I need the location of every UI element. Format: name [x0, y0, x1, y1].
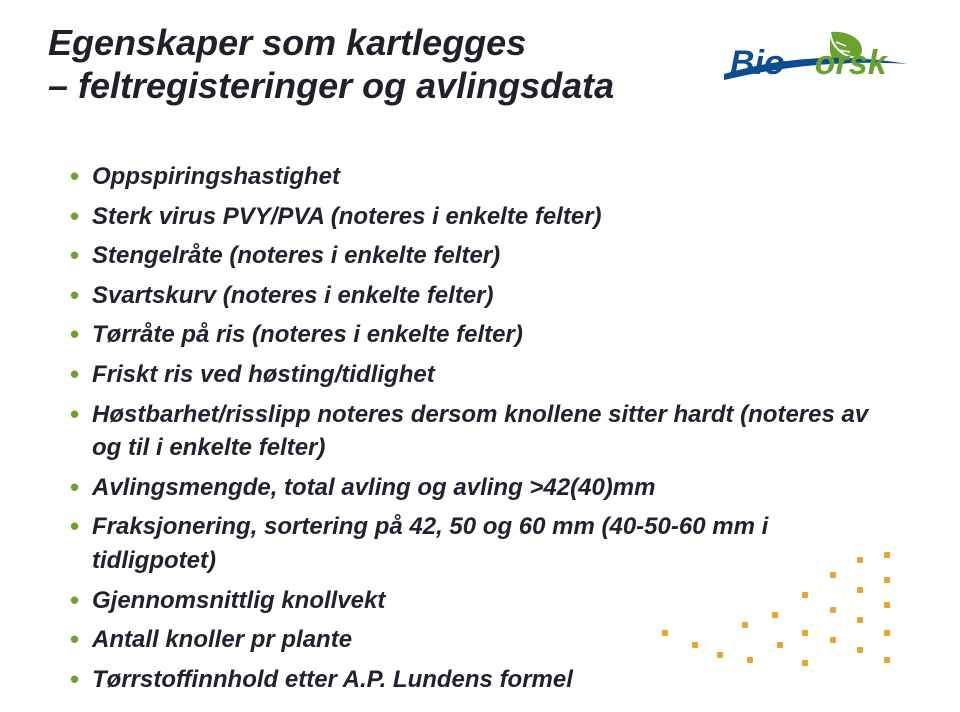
bioforsk-logo: Bioorsk	[722, 28, 912, 90]
slide-title-main: Egenskaper som kartlegges	[48, 22, 668, 63]
logo-text-orsk: orsk	[815, 44, 889, 82]
list-item: Avlingsmengde, total avling og avling >4…	[70, 471, 890, 505]
list-item: Oppspiringshastighet	[70, 160, 890, 194]
slide-title-sub: – feltregisteringer og avlingsdata	[48, 65, 668, 106]
list-item: Tørråte på ris (noteres i enkelte felter…	[70, 318, 890, 352]
list-item: Stengelråte (noteres i enkelte felter)	[70, 239, 890, 273]
list-item: Friskt ris ved høsting/tidlighet	[70, 358, 890, 392]
logo-text-bio: Bio	[730, 44, 785, 82]
slide: Egenskaper som kartlegges – feltregister…	[0, 0, 960, 712]
list-item: Svartskurv (noteres i enkelte felter)	[70, 279, 890, 313]
title-block: Egenskaper som kartlegges – feltregister…	[48, 22, 668, 107]
logo-svg: Bioorsk	[722, 28, 912, 90]
list-item: Sterk virus PVY/PVA (noteres i enkelte f…	[70, 200, 890, 234]
square-dots-decoration	[652, 552, 912, 672]
list-item: Høstbarhet/risslipp noteres dersom knoll…	[70, 398, 890, 465]
